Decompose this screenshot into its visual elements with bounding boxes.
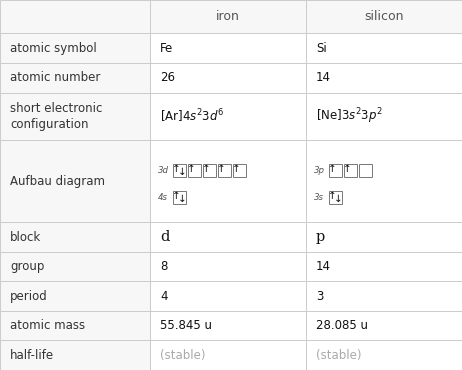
Bar [359,164,372,177]
Bar [306,63,462,92]
Text: ↑: ↑ [232,164,241,174]
Text: ↑: ↑ [172,164,181,174]
Text: atomic symbol: atomic symbol [10,42,97,55]
Text: 3p: 3p [314,166,325,175]
Text: ↓: ↓ [178,167,187,177]
Bar [306,92,462,140]
Bar [0,222,150,252]
Text: ↓: ↓ [334,194,343,204]
Bar [344,164,357,177]
Bar [150,340,306,370]
Bar [0,92,150,140]
Text: period: period [10,290,48,303]
Bar [0,340,150,370]
Bar [150,33,306,63]
Bar [329,164,342,177]
Text: 14: 14 [316,71,331,84]
Text: Si: Si [316,42,327,55]
Bar [0,33,150,63]
Bar [173,164,186,177]
Bar [173,191,186,204]
Text: p: p [316,230,325,244]
Bar [203,164,216,177]
Text: Fe: Fe [160,42,173,55]
Text: 3s: 3s [314,193,324,202]
Bar [150,222,306,252]
Text: atomic mass: atomic mass [10,319,85,332]
Text: 3d: 3d [158,166,169,175]
Bar [306,282,462,311]
Text: ↑: ↑ [343,164,352,174]
Bar [329,191,342,204]
Bar [150,92,306,140]
Text: silicon: silicon [364,10,404,23]
Bar [306,140,462,222]
Text: ↑: ↑ [328,164,337,174]
Text: (stable): (stable) [316,349,361,362]
Text: 3: 3 [316,290,323,303]
Bar [0,282,150,311]
Bar [306,340,462,370]
Text: (stable): (stable) [160,349,206,362]
Bar [306,0,462,33]
Text: ↑: ↑ [187,164,196,174]
Bar [306,252,462,282]
Text: Aufbau diagram: Aufbau diagram [10,175,105,188]
Bar [150,311,306,340]
Bar [0,0,150,33]
Bar [306,222,462,252]
Text: d: d [160,230,170,244]
Bar [150,0,306,33]
Bar [0,140,150,222]
Text: ↑: ↑ [217,164,226,174]
Text: atomic number: atomic number [10,71,100,84]
Text: iron: iron [216,10,240,23]
Text: block: block [10,231,41,244]
Text: ↑: ↑ [328,191,337,201]
Text: ↑: ↑ [172,191,181,201]
Bar [150,282,306,311]
Bar [150,63,306,92]
Bar [0,311,150,340]
Bar [233,164,246,177]
Text: half-life: half-life [10,349,54,362]
Bar [218,164,231,177]
Bar [188,164,201,177]
Text: 8: 8 [160,260,167,273]
Bar [150,140,306,222]
Text: 55.845 u: 55.845 u [160,319,212,332]
Bar [306,33,462,63]
Text: short electronic
configuration: short electronic configuration [10,102,103,131]
Text: [Ne]3$s^2$3$p^2$: [Ne]3$s^2$3$p^2$ [316,106,383,126]
Text: 14: 14 [316,260,331,273]
Text: 4s: 4s [158,193,168,202]
Text: ↑: ↑ [202,164,211,174]
Text: group: group [10,260,44,273]
Bar [150,252,306,282]
Text: 4: 4 [160,290,168,303]
Text: 26: 26 [160,71,175,84]
Bar [306,311,462,340]
Bar [0,252,150,282]
Bar [0,63,150,92]
Text: ↓: ↓ [178,194,187,204]
Text: 28.085 u: 28.085 u [316,319,368,332]
Text: [Ar]4$s^2$3$d^6$: [Ar]4$s^2$3$d^6$ [160,107,225,125]
